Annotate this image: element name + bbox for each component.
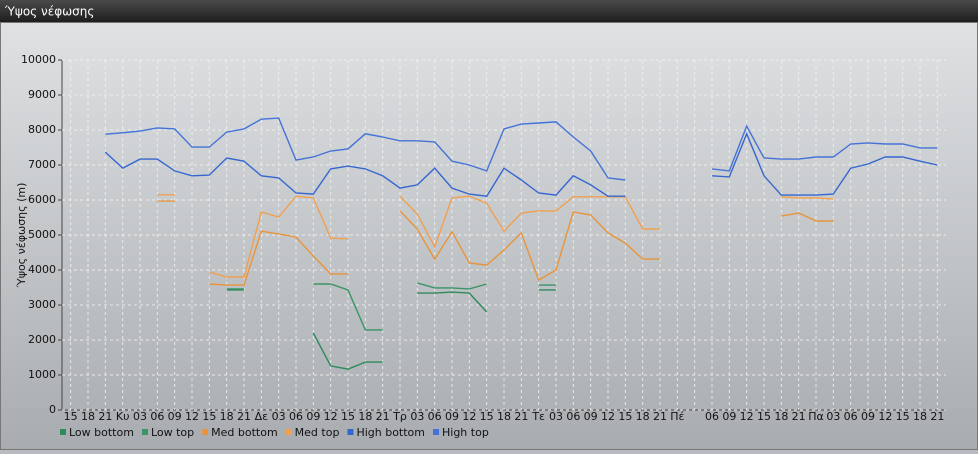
x-tick-label: 21	[792, 410, 806, 423]
legend-label: Low top	[151, 426, 194, 439]
x-tick-label: 15	[618, 410, 632, 423]
series-line	[104, 131, 938, 197]
y-axis-title: Ύψος νέφωσης (m)	[15, 183, 28, 289]
x-tick-label: 15	[64, 410, 78, 423]
y-tick-label: 3000	[28, 298, 56, 311]
y-tick-label: 0	[49, 403, 56, 416]
x-tick-label: 15	[896, 410, 910, 423]
legend-label: Low bottom	[69, 426, 134, 439]
x-tick-label: 18	[497, 410, 511, 423]
y-tick-label: 10000	[21, 53, 56, 66]
series-line	[157, 200, 834, 286]
x-tick-label: 15	[202, 410, 216, 423]
x-tick-label: 03	[133, 410, 147, 423]
series-line	[105, 117, 938, 181]
series-line	[226, 282, 556, 331]
x-tick-label: 03	[272, 410, 286, 423]
legend-swatch	[202, 429, 209, 435]
y-tick-label: 4000	[28, 263, 56, 276]
legend-swatch	[433, 429, 439, 435]
x-tick-label: Πέ	[670, 410, 684, 423]
x-tick-label: 03	[549, 410, 563, 423]
series-line	[226, 289, 556, 370]
legend-label: High top	[442, 426, 489, 439]
x-tick-label: 18	[913, 410, 927, 423]
x-tick-label: 09	[445, 410, 459, 423]
x-tick-label: 06	[844, 410, 858, 423]
x-tick-label: 12	[601, 410, 615, 423]
x-tick-label: 06	[428, 410, 442, 423]
x-tick-label: 03	[826, 410, 840, 423]
legend-swatch	[347, 429, 354, 435]
x-tick-label: 03	[410, 410, 424, 423]
x-tick-label: 12	[185, 410, 199, 423]
series-line	[157, 194, 834, 278]
x-tick-label: Κυ	[116, 410, 130, 423]
x-tick-label: 15	[757, 410, 771, 423]
y-tick-label: 1000	[28, 368, 56, 381]
x-tick-label: 09	[861, 410, 875, 423]
window-title: Ύψος νέφωσης	[4, 5, 94, 19]
x-tick-label: 21	[653, 410, 667, 423]
y-tick-label: 9000	[28, 88, 56, 101]
y-tick-label: 5000	[28, 228, 56, 241]
title-bar	[0, 0, 978, 22]
x-tick-label: 18	[774, 410, 788, 423]
legend-swatch	[60, 429, 66, 435]
x-tick-label: 21	[237, 410, 251, 423]
y-tick-label: 6000	[28, 193, 56, 206]
legend-label: Med top	[295, 426, 340, 439]
x-tick-label: 18	[81, 410, 95, 423]
legend-swatch	[141, 429, 148, 435]
x-tick-label: 21	[930, 410, 944, 423]
x-tick-label: 06	[566, 410, 580, 423]
legend-label: High bottom	[356, 426, 425, 439]
legend-swatch	[285, 429, 292, 435]
x-tick-label: 18	[358, 410, 372, 423]
x-tick-label: 09	[584, 410, 598, 423]
x-tick-label: Τρ	[392, 410, 407, 423]
x-tick-label: 18	[220, 410, 234, 423]
x-tick-label: Πα	[808, 410, 824, 423]
x-tick-label: 12	[878, 410, 892, 423]
x-tick-label: 06	[705, 410, 719, 423]
y-tick-label: 8000	[28, 123, 56, 136]
x-tick-label: 09	[306, 410, 320, 423]
x-tick-label: 18	[636, 410, 650, 423]
x-tick-label: 21	[98, 410, 112, 423]
x-tick-label: 06	[150, 410, 164, 423]
y-tick-label: 7000	[28, 158, 56, 171]
x-tick-label: 15	[480, 410, 494, 423]
x-tick-label: 09	[168, 410, 182, 423]
x-tick-label: 21	[376, 410, 390, 423]
x-tick-label: 09	[722, 410, 736, 423]
x-tick-label: Δε	[255, 410, 269, 423]
legend-label: Med bottom	[211, 426, 278, 439]
x-tick-label: 15	[341, 410, 355, 423]
x-tick-label: 06	[289, 410, 303, 423]
x-tick-label: Τε	[531, 410, 545, 423]
x-tick-label: 21	[514, 410, 528, 423]
x-tick-label: 12	[462, 410, 476, 423]
x-tick-label: 12	[740, 410, 754, 423]
y-tick-label: 2000	[28, 333, 56, 346]
x-tick-label: 12	[324, 410, 338, 423]
